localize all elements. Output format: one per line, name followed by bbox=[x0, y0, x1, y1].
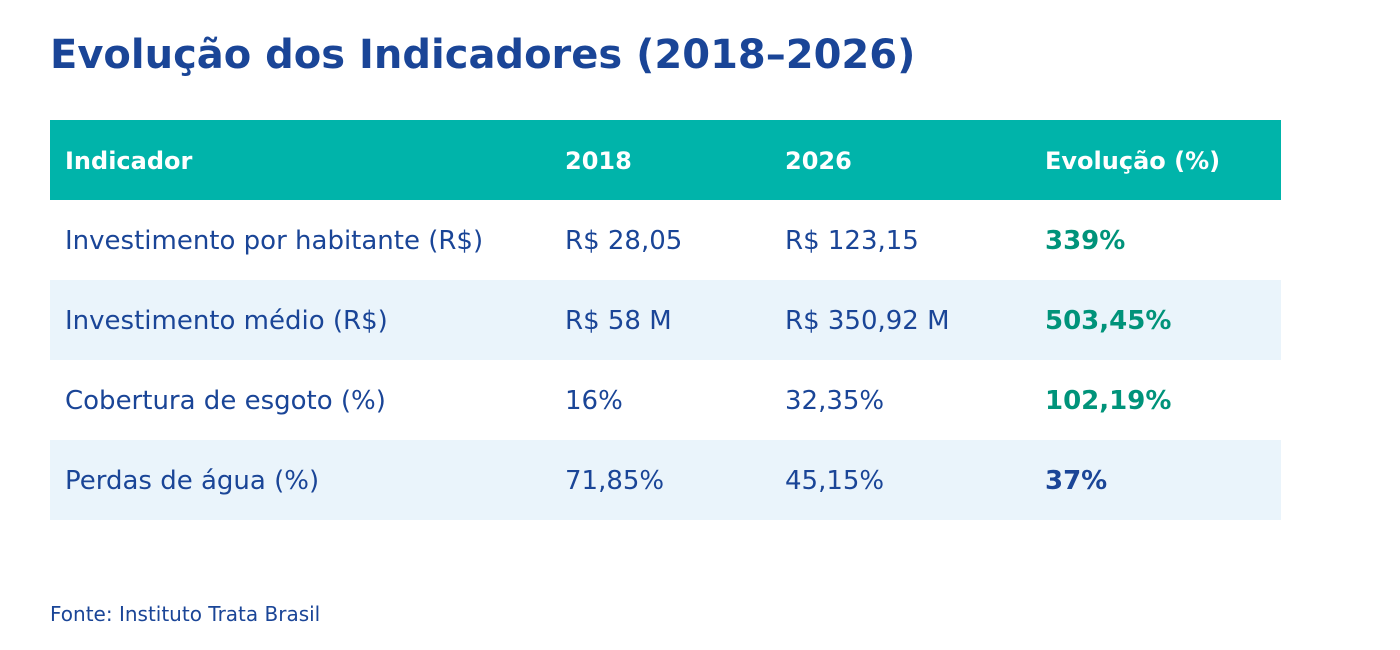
cell-indicator: Cobertura de esgoto (%) bbox=[65, 386, 386, 416]
header-2026: 2026 bbox=[785, 147, 852, 175]
cell-indicator: Investimento médio (R$) bbox=[65, 306, 388, 336]
cell-evolution: 339% bbox=[1045, 226, 1126, 256]
cell-indicator: Perdas de água (%) bbox=[65, 466, 320, 496]
table-row: Investimento médio (R$) R$ 58 M R$ 350,9… bbox=[50, 280, 1281, 360]
cell-evolution: 37% bbox=[1045, 466, 1108, 496]
cell-evolution: 503,45% bbox=[1045, 306, 1172, 336]
cell-2026: 32,35% bbox=[785, 386, 885, 416]
source-note: Fonte: Instituto Trata Brasil bbox=[50, 602, 321, 626]
chart-title: Evolução dos Indicadores (2018–2026) bbox=[50, 32, 916, 78]
cell-2018: 16% bbox=[565, 386, 623, 416]
cell-2018: R$ 28,05 bbox=[565, 226, 683, 256]
cell-2018: R$ 58 M bbox=[565, 306, 672, 336]
cell-evolution: 102,19% bbox=[1045, 386, 1172, 416]
table-row: Cobertura de esgoto (%) 16% 32,35% 102,1… bbox=[50, 360, 1281, 440]
table-row: Perdas de água (%) 71,85% 45,15% 37% bbox=[50, 440, 1281, 520]
indicators-table: Indicador 2018 2026 Evolução (%) Investi… bbox=[50, 120, 1281, 520]
cell-2018: 71,85% bbox=[565, 466, 665, 496]
header-2018: 2018 bbox=[565, 147, 632, 175]
cell-indicator: Investimento por habitante (R$) bbox=[65, 226, 484, 256]
cell-2026: 45,15% bbox=[785, 466, 885, 496]
cell-2026: R$ 123,15 bbox=[785, 226, 919, 256]
table-header: Indicador 2018 2026 Evolução (%) bbox=[50, 120, 1281, 200]
table-row: Investimento por habitante (R$) R$ 28,05… bbox=[50, 200, 1281, 280]
header-evolution: Evolução (%) bbox=[1045, 147, 1221, 175]
header-indicator: Indicador bbox=[65, 147, 193, 175]
cell-2026: R$ 350,92 M bbox=[785, 306, 950, 336]
